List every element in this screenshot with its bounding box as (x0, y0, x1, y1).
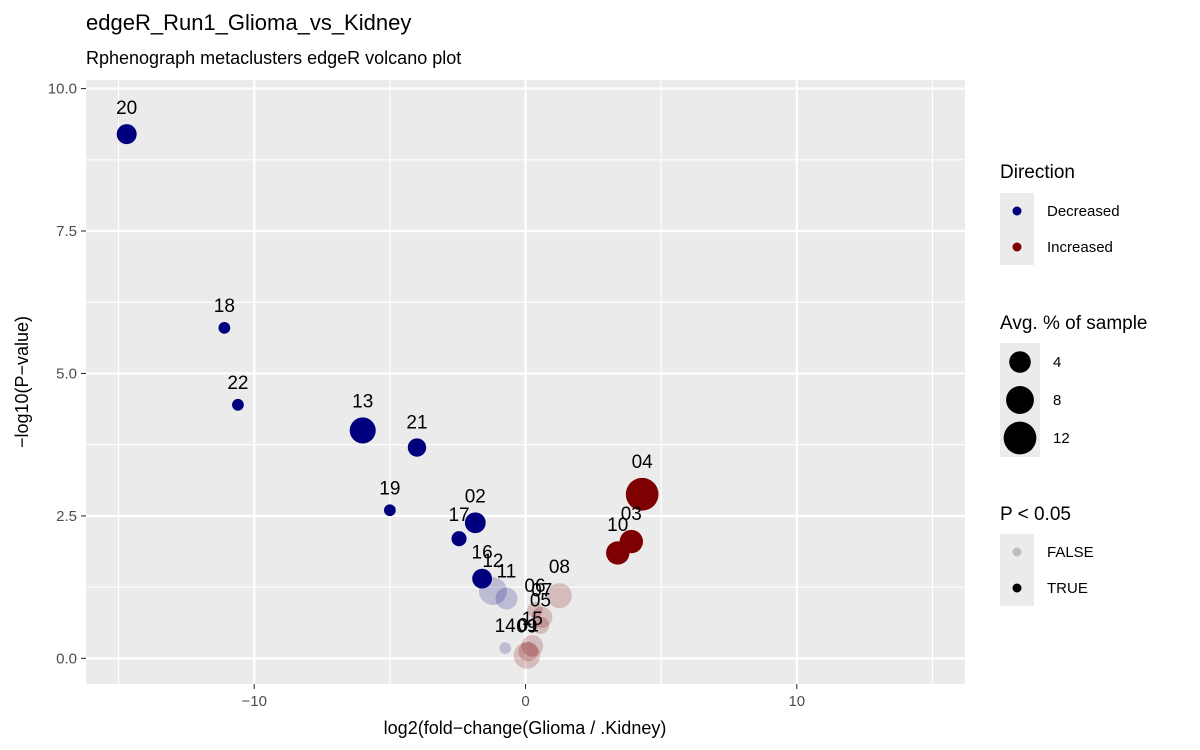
chart-subtitle: Rphenograph metaclusters edgeR volcano p… (86, 48, 461, 68)
data-point-19 (383, 504, 396, 517)
legend-label: FALSE (1047, 544, 1094, 561)
point-label-14: 14 (495, 616, 517, 637)
point-label-12: 12 (482, 551, 503, 572)
legend-key-8 (1006, 386, 1034, 414)
legend-key-true (1012, 583, 1022, 593)
legend-label: 12 (1053, 430, 1070, 447)
y-tick-label: 7.5 (56, 223, 77, 240)
point-label-05: 05 (530, 591, 551, 612)
data-points (116, 124, 659, 669)
data-point-06 (527, 602, 543, 618)
point-label-08: 08 (549, 557, 570, 578)
point-label-11: 11 (497, 562, 517, 583)
data-point-14 (499, 642, 512, 654)
data-point-21 (407, 438, 427, 457)
legend: Direction Decreased Increased Avg. % of sam… (1000, 162, 1148, 606)
point-label-01: 01 (518, 616, 539, 637)
data-point-05 (531, 616, 550, 635)
chart-title: edgeR_Run1_Glioma_vs_Kidney (86, 10, 411, 35)
point-label-22: 22 (227, 373, 248, 394)
x-tick-label: −10 (241, 693, 266, 710)
point-label-06: 06 (524, 576, 545, 597)
legend-title-2: P < 0.05 (1000, 504, 1071, 525)
legend-key-4 (1009, 351, 1031, 373)
legend-label: Decreased (1047, 203, 1120, 220)
point-label-13: 13 (352, 391, 373, 412)
legend-title-1: Avg. % of sample (1000, 313, 1148, 334)
point-label-03: 03 (621, 504, 642, 525)
point-label-09: 09 (516, 616, 537, 637)
y-tick-label: 10.0 (48, 81, 77, 98)
point-label-10: 10 (607, 515, 628, 536)
point-label-16: 16 (472, 543, 493, 564)
x-tick-label: 10 (788, 693, 805, 710)
data-point-16 (472, 568, 492, 589)
point-label-19: 19 (379, 478, 400, 499)
data-point-17 (451, 531, 467, 547)
legend-label: 8 (1053, 392, 1061, 409)
point-label-02: 02 (465, 486, 486, 507)
data-point-11 (495, 587, 518, 610)
x-axis-title: log2(fold−change(Glioma / .Kidney) (384, 718, 667, 738)
data-point-18 (218, 321, 231, 334)
point-label-04: 04 (632, 452, 654, 473)
data-point-13 (349, 417, 376, 444)
point-label-17: 17 (448, 505, 469, 526)
y-tick-label: 0.0 (56, 650, 77, 667)
x-tick-label: 0 (521, 693, 529, 710)
grid-lines (86, 80, 965, 684)
legend-title-0: Direction (1000, 162, 1075, 183)
legend-label: TRUE (1047, 580, 1088, 597)
legend-key-bg (1000, 534, 1034, 570)
legend-key-false (1012, 547, 1022, 557)
y-tick-label: 2.5 (56, 508, 77, 525)
data-point-02 (464, 512, 486, 534)
legend-key-decreased (1012, 206, 1022, 216)
point-label-20: 20 (116, 98, 137, 119)
y-axis-title: −log10(P−value) (12, 316, 32, 448)
point-label-18: 18 (214, 296, 235, 317)
data-point-10 (606, 541, 630, 565)
y-tick-label: 5.0 (56, 365, 77, 382)
legend-key-increased (1012, 242, 1022, 252)
data-point-20 (116, 124, 137, 145)
legend-key-12 (1003, 421, 1037, 455)
point-label-21: 21 (406, 412, 427, 433)
data-point-07 (531, 606, 553, 628)
data-point-15 (521, 635, 544, 657)
data-point-08 (546, 583, 572, 609)
point-label-07: 07 (531, 581, 552, 602)
data-point-04 (625, 477, 659, 511)
legend-label: 4 (1053, 354, 1061, 371)
axes: −10 0 100.02.55.07.510.0 (48, 81, 805, 710)
data-point-09 (513, 642, 541, 669)
data-point-22 (232, 398, 244, 411)
legend-label: Increased (1047, 239, 1113, 256)
data-point-01 (518, 641, 538, 662)
point-label-15: 15 (522, 609, 543, 630)
